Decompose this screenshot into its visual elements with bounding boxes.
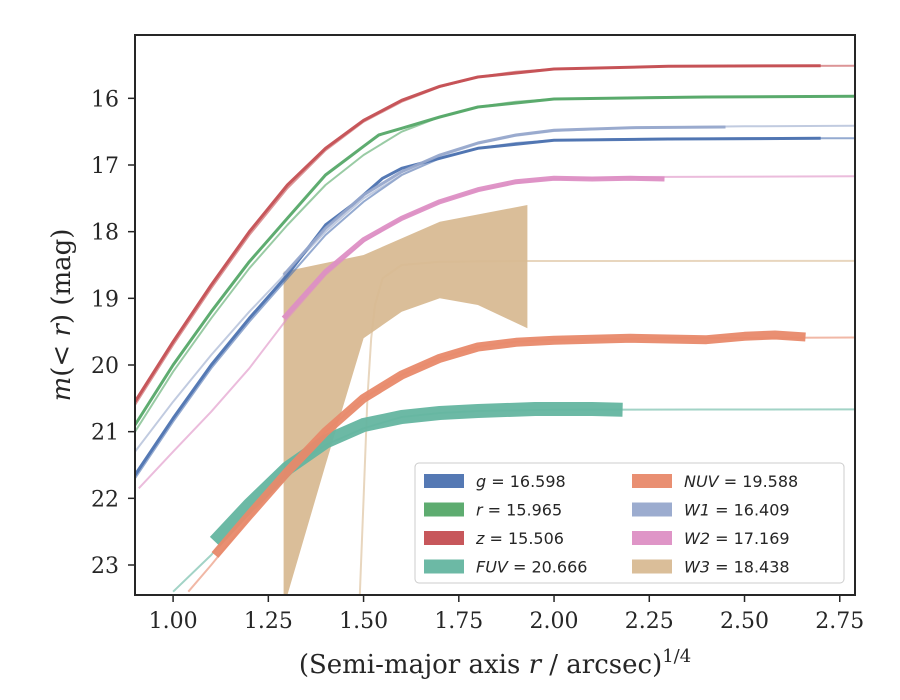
legend-label-g: g = 16.598 xyxy=(476,472,566,491)
legend-label-w2: W2 = 17.169 xyxy=(684,529,790,548)
y-tick-label: 17 xyxy=(91,154,119,179)
x-tick-label: 2.00 xyxy=(530,609,579,634)
data-curve-z xyxy=(135,64,821,403)
legend-label-w3: W3 = 18.438 xyxy=(684,558,790,577)
y-tick-label: 19 xyxy=(91,287,119,312)
legend-swatch-w3 xyxy=(632,559,672,574)
x-tick-label: 1.00 xyxy=(149,609,198,634)
data-curve-w1 xyxy=(282,125,726,277)
legend: g = 16.598 r = 15.965 z = 15.506 FUV = 20.6… xyxy=(414,462,845,584)
y-tick-label: 21 xyxy=(91,421,119,446)
data-curve-r xyxy=(135,94,855,426)
axes-frame xyxy=(134,34,856,596)
data-curve-w2 xyxy=(281,175,665,320)
legend-swatch-g xyxy=(424,474,464,488)
legend-label-z: z = 15.506 xyxy=(475,529,564,548)
y-tick-label: 16 xyxy=(91,87,119,112)
x-tick-label: 1.50 xyxy=(339,609,388,634)
legend-label-w1: W1 = 16.409 xyxy=(684,501,790,520)
legend-label-r: r = 15.965 xyxy=(476,501,562,520)
x-tick-label: 2.50 xyxy=(720,609,769,634)
y-tick-label: 18 xyxy=(91,221,119,246)
x-tick-label: 1.25 xyxy=(244,609,293,634)
x-tick-label: 1.75 xyxy=(434,609,483,634)
data-curve-nuv xyxy=(211,330,806,558)
y-axis-label: m(< r) (mag) xyxy=(47,229,77,402)
model-curve-w3 xyxy=(358,259,855,595)
x-tick-label: 2.75 xyxy=(815,609,864,634)
legend-label-nuv: NUV = 19.588 xyxy=(684,472,798,491)
y-tick-label: 20 xyxy=(91,354,119,379)
legend-swatch-w1 xyxy=(632,502,672,517)
uncertainty-band-w3 xyxy=(283,205,528,595)
x-axis-label: (Semi-major axis r / arcsec)1/4 xyxy=(299,646,691,680)
y-tick-label: 23 xyxy=(91,554,119,579)
legend-label-fuv: FUV = 20.666 xyxy=(476,558,587,577)
x-tick-label: 2.25 xyxy=(625,609,674,634)
y-tick-label: 22 xyxy=(91,487,119,512)
legend-swatch-w2 xyxy=(632,531,672,545)
legend-frame xyxy=(414,462,845,584)
legend-swatch-r xyxy=(424,502,464,517)
legend-swatch-nuv xyxy=(632,474,672,488)
legend-swatch-fuv xyxy=(424,559,464,574)
legend-swatch-z xyxy=(424,531,464,545)
